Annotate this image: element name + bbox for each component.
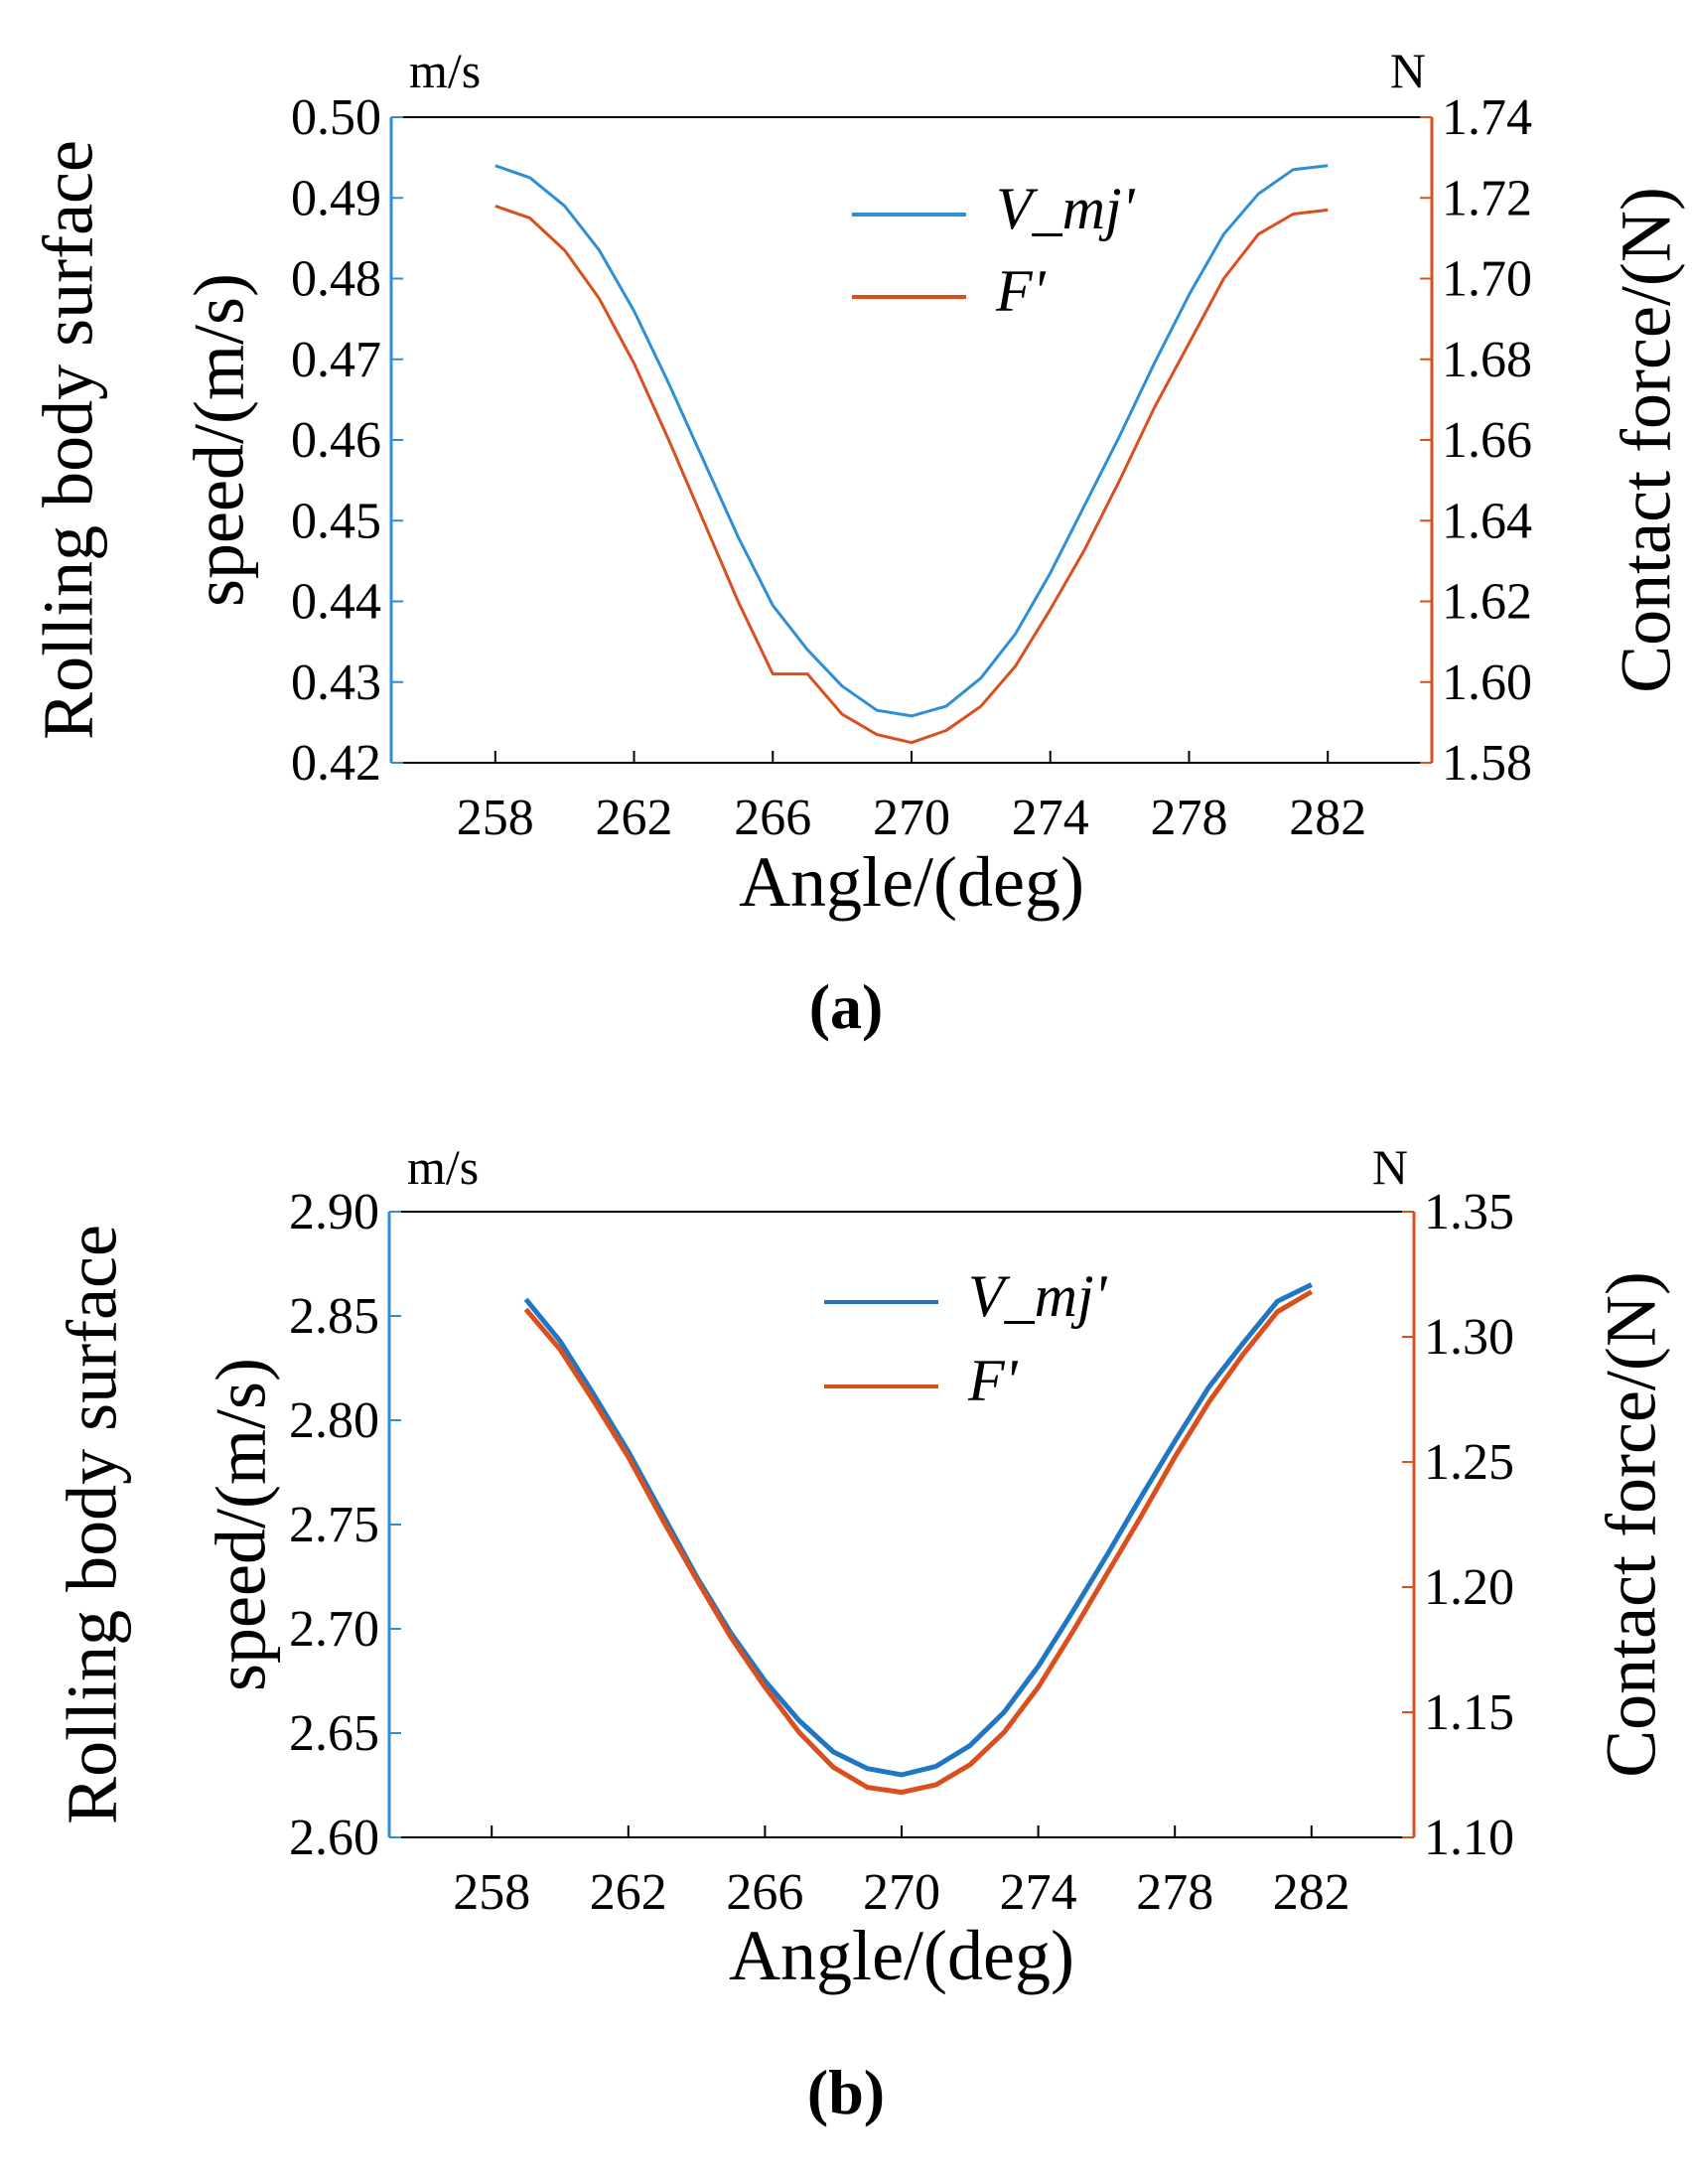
y2-unit-label: N (1390, 43, 1426, 98)
legend-label: F' (995, 258, 1047, 324)
y2-axis-label: Contact force/(N) (1607, 187, 1686, 693)
x-tick-label: 262 (590, 1864, 667, 1921)
y2-tick-label: 1.10 (1424, 1810, 1514, 1866)
y2-tick-label: 1.64 (1442, 493, 1532, 549)
y2-unit-label: N (1372, 1139, 1408, 1195)
x-tick-label: 270 (863, 1864, 940, 1921)
y-tick-label: 0.45 (291, 493, 381, 549)
panel-label: (b) (807, 2057, 885, 2127)
y2-tick-label: 1.72 (1442, 170, 1532, 226)
y2-tick-label: 1.60 (1442, 655, 1532, 711)
y-tick-label: 2.85 (289, 1288, 379, 1345)
chart-panel-b: 258 262 266 270 274 278 282 2.60 2.65 2.70 2.75 2.8… (53, 1139, 1671, 2127)
y2-tick-label: 1.74 (1442, 89, 1532, 146)
y-tick-label: 0.48 (291, 251, 381, 308)
y2-tick-label: 1.62 (1442, 574, 1532, 631)
x-tick-label: 282 (1289, 790, 1366, 846)
y-unit-label: m/s (409, 43, 481, 98)
y-unit-label: m/s (407, 1139, 479, 1195)
x-tick-label: 266 (734, 790, 811, 846)
x-tick-label: 262 (596, 790, 673, 846)
x-tick-label: 270 (873, 790, 950, 846)
series-line-speed (494, 164, 1329, 718)
y2-axis-label: Contact force/(N) (1592, 1271, 1671, 1778)
y-tick-label: 2.65 (289, 1705, 379, 1762)
y2-tick-label: 1.15 (1424, 1684, 1514, 1741)
x-tick-label: 266 (726, 1864, 803, 1921)
x-tick-label: 258 (453, 1864, 530, 1921)
x-tick-label: 274 (1000, 1864, 1077, 1921)
legend-label: V_mj' (968, 1263, 1108, 1329)
y-tick-label: 0.44 (291, 574, 381, 631)
x-tick-label: 282 (1273, 1864, 1350, 1921)
panel-label: (a) (809, 971, 884, 1042)
y-tick-label: 2.90 (289, 1184, 379, 1240)
y-tick-label: 2.80 (289, 1392, 379, 1449)
y2-tick-label: 1.68 (1442, 332, 1532, 388)
y-tick-label: 0.50 (291, 89, 381, 146)
x-axis-label: Angle/(deg) (739, 842, 1084, 922)
y-tick-label: 2.60 (289, 1810, 379, 1866)
x-tick-label: 258 (457, 790, 534, 846)
y2-tick-label: 1.35 (1424, 1184, 1514, 1240)
y2-tick-label: 1.25 (1424, 1434, 1514, 1491)
y-tick-label: 2.70 (289, 1601, 379, 1658)
series-line-contact-force (523, 1289, 1314, 1796)
y2-tick-label: 1.30 (1424, 1309, 1514, 1366)
y-axis-label-line-1: Rolling body surface (29, 140, 108, 740)
y-tick-label: 0.46 (291, 412, 381, 469)
y2-tick-label: 1.58 (1442, 735, 1532, 792)
series-line-contact-force (494, 204, 1329, 745)
y2-tick-label: 1.66 (1442, 412, 1532, 469)
y2-tick-label: 1.20 (1424, 1559, 1514, 1616)
y-tick-label: 0.47 (291, 332, 381, 388)
y-axis-label-line-2: speed/(m/s) (180, 273, 259, 607)
x-tick-label: 278 (1136, 1864, 1213, 1921)
y-tick-label: 0.49 (291, 170, 381, 226)
legend-label: F' (967, 1348, 1019, 1413)
y-axis-label-line-1: Rolling body surface (53, 1225, 132, 1824)
x-axis-label: Angle/(deg) (729, 1916, 1074, 1995)
y2-tick-label: 1.70 (1442, 251, 1532, 308)
y-tick-label: 0.43 (291, 655, 381, 711)
legend-label: V_mj' (996, 176, 1136, 241)
chart-panel-a: 258 262 266 270 274 278 282 0.42 0.43 0.44 0.45 0.4… (29, 43, 1686, 1042)
y-tick-label: 2.75 (289, 1497, 379, 1553)
x-tick-label: 274 (1012, 790, 1089, 846)
x-tick-label: 278 (1150, 790, 1227, 846)
series-line-speed (523, 1282, 1313, 1778)
y-tick-label: 0.42 (291, 735, 381, 792)
y-axis-label-line-2: speed/(m/s) (202, 1358, 281, 1691)
